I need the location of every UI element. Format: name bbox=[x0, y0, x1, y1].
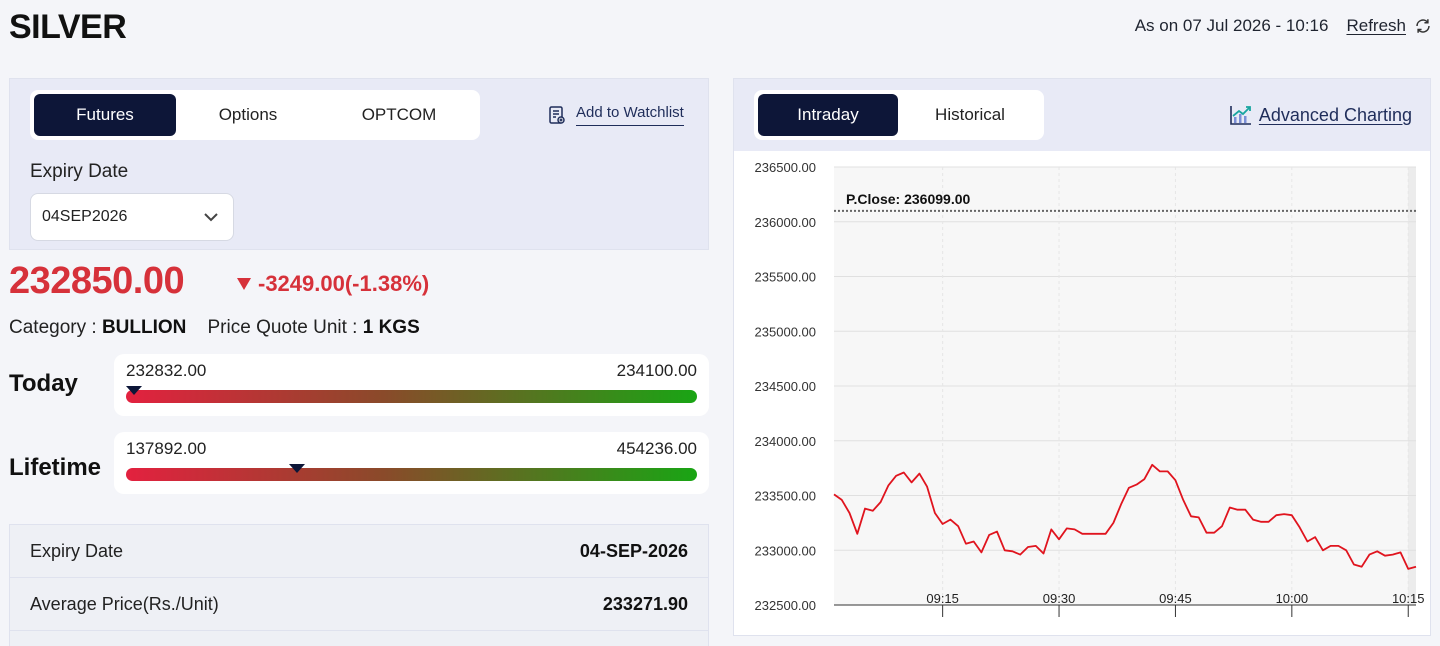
lifetime-high: 454236.00 bbox=[616, 439, 697, 458]
category-value: BULLION bbox=[101, 317, 187, 338]
contract-panel: Futures Options OPTCOM Add to Watchlist … bbox=[9, 78, 709, 250]
category-line: Category : BULLION Price Quote Unit : 1 … bbox=[9, 317, 420, 339]
x-tick-label: 09:30 bbox=[1043, 591, 1076, 606]
y-tick-label: 234000.00 bbox=[755, 434, 816, 449]
contract-details: Expiry Date 04-SEP-2026 Average Price(Rs… bbox=[9, 524, 709, 646]
y-tick-label: 233000.00 bbox=[755, 543, 816, 558]
detail-label: Average Price(Rs./Unit) bbox=[30, 593, 219, 614]
watchlist-label[interactable]: Add to Watchlist bbox=[576, 104, 684, 126]
y-tick-label: 233500.00 bbox=[755, 489, 816, 504]
detail-value: 233271.90 bbox=[602, 593, 688, 614]
y-tick-label: 232500.00 bbox=[755, 598, 816, 613]
y-tick-label: 236000.00 bbox=[755, 215, 816, 230]
y-tick-label: 235000.00 bbox=[755, 324, 816, 339]
expiry-date-label: Expiry Date bbox=[30, 161, 129, 182]
unit-value: 1 KGS bbox=[362, 317, 420, 338]
x-tick-label: 10:00 bbox=[1276, 591, 1309, 606]
refresh-label[interactable]: Refresh bbox=[1346, 16, 1406, 35]
today-range-bar bbox=[126, 390, 697, 403]
expiry-date-select[interactable]: 04SEP2026 bbox=[30, 193, 234, 241]
today-range-label: Today bbox=[9, 370, 78, 397]
price-change-value: -3249.00(-1.38%) bbox=[258, 271, 430, 296]
advanced-charting-link[interactable]: Advanced Charting bbox=[1229, 104, 1412, 126]
chart-range-tabs: Intraday Historical bbox=[754, 90, 1044, 140]
detail-row-expiry: Expiry Date 04-SEP-2026 bbox=[10, 525, 708, 578]
detail-value: 04-SEP-2026 bbox=[579, 540, 688, 561]
x-tick-label: 09:15 bbox=[926, 591, 959, 606]
detail-row-average-price: Average Price(Rs./Unit) 233271.90 bbox=[10, 578, 708, 631]
intraday-line-chart: 236500.00 236000.00 235500.00 235000.00 2345… bbox=[755, 160, 1425, 617]
lifetime-range: 137892.00 454236.00 bbox=[114, 432, 709, 494]
lifetime-range-label: Lifetime bbox=[9, 454, 102, 481]
previous-close-label: P.Close: 236099.00 bbox=[846, 191, 970, 207]
tab-futures[interactable]: Futures bbox=[34, 94, 176, 136]
chart-icon bbox=[1230, 106, 1251, 125]
refresh-icon[interactable] bbox=[1414, 17, 1432, 35]
chevron-down-icon bbox=[204, 213, 218, 222]
detail-label: Expiry Date bbox=[30, 540, 124, 561]
tab-options[interactable]: Options bbox=[218, 105, 278, 124]
page-title: SILVER bbox=[9, 8, 127, 46]
watchlist-icon bbox=[549, 106, 565, 124]
lifetime-range-bar bbox=[126, 468, 697, 481]
refresh-button[interactable]: Refresh bbox=[1346, 16, 1432, 36]
price-series-line bbox=[833, 463, 1417, 570]
expiry-date-value: 04SEP2026 bbox=[42, 208, 128, 225]
down-arrow-icon bbox=[237, 278, 251, 290]
lifetime-low: 137892.00 bbox=[126, 439, 207, 458]
header-controls: As on 07 Jul 2026 - 10:16 Refresh bbox=[1135, 16, 1432, 36]
y-tick-label: 235500.00 bbox=[755, 270, 816, 285]
advanced-charting-label[interactable]: Advanced Charting bbox=[1258, 104, 1412, 125]
y-tick-label: 236500.00 bbox=[755, 160, 816, 175]
tab-historical[interactable]: Historical bbox=[935, 105, 1005, 124]
x-tick-label: 09:45 bbox=[1159, 591, 1192, 606]
price-change: -3249.00(-1.38%) bbox=[236, 271, 429, 297]
chart-panel: Intraday Historical Advanced Charting 23… bbox=[733, 78, 1431, 636]
today-low: 232832.00 bbox=[126, 361, 207, 380]
unit-label: Price Quote Unit : bbox=[207, 317, 358, 338]
tab-intraday[interactable]: Intraday bbox=[758, 94, 898, 136]
last-price: 232850.00 bbox=[9, 260, 185, 302]
tab-optcom[interactable]: OPTCOM bbox=[361, 105, 437, 124]
add-to-watchlist-button[interactable]: Add to Watchlist bbox=[548, 104, 684, 126]
today-range: 232832.00 234100.00 bbox=[114, 354, 709, 416]
today-high: 234100.00 bbox=[616, 361, 697, 380]
y-tick-label: 234500.00 bbox=[755, 379, 816, 394]
as-on-timestamp: As on 07 Jul 2026 - 10:16 bbox=[1134, 16, 1329, 35]
today-range-marker bbox=[125, 386, 142, 395]
category-label: Category : bbox=[9, 317, 97, 338]
instrument-tabs: Futures Options OPTCOM bbox=[30, 90, 480, 140]
chart-panel-header: Intraday Historical Advanced Charting bbox=[734, 79, 1430, 151]
lifetime-range-marker bbox=[288, 464, 305, 473]
x-tick-label: 10:15 bbox=[1392, 591, 1425, 606]
